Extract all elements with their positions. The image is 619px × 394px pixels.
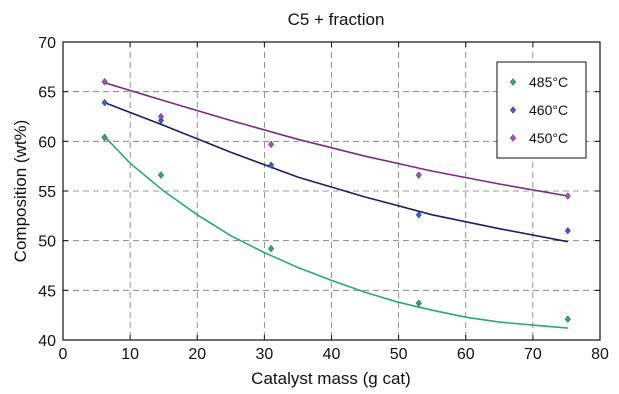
legend-marker: [509, 106, 517, 114]
data-point-450C: [101, 77, 108, 86]
legend-label: 450°C: [529, 130, 568, 146]
data-point-450C: [157, 112, 165, 121]
legend-label: 485°C: [529, 74, 568, 90]
legend: 485°C 460°C 450°C: [496, 61, 587, 159]
x-tick-label: 70: [524, 346, 542, 363]
y-tick-label: 60: [38, 134, 56, 151]
data-point-460C: [564, 226, 571, 235]
y-tick-label: 70: [38, 35, 56, 52]
x-tick-label: 0: [59, 346, 68, 363]
y-axis-title: Composition (wt%): [11, 120, 30, 263]
data-point-485C: [101, 133, 108, 142]
data-point-450C: [564, 192, 571, 200]
x-axis-title: Catalyst mass (g cat): [251, 369, 411, 388]
x-tick-label: 40: [323, 346, 341, 363]
data-point-450C: [268, 140, 275, 149]
data-point-485C: [157, 171, 165, 179]
fit-lines: [104, 81, 568, 329]
fit-line-460C: [104, 101, 568, 243]
x-tick-label: 10: [121, 346, 139, 363]
legend-marker: [509, 78, 517, 86]
data-point-460C: [415, 211, 422, 219]
data-point-460C: [101, 98, 108, 107]
fit-line-450C: [104, 81, 568, 197]
x-tick-label: 20: [188, 346, 206, 363]
data-point-485C: [564, 315, 571, 323]
x-tick-label: 30: [255, 346, 273, 363]
legend-label: 460°C: [529, 102, 568, 118]
axis-ticks: 0 10 20 30 40 50 60 70 80 40 45 50 55 60 65 70: [38, 35, 609, 363]
y-tick-label: 55: [38, 184, 56, 201]
y-tick-label: 50: [38, 234, 56, 251]
fit-line-485C: [104, 135, 568, 329]
data-point-485C: [415, 299, 422, 308]
data-points: [101, 77, 571, 323]
y-tick-label: 45: [38, 283, 56, 300]
y-tick-label: 65: [38, 85, 56, 102]
data-point-485C: [268, 244, 275, 253]
legend-marker: [509, 134, 517, 142]
chart-title: C5 + fraction: [288, 10, 385, 29]
x-tick-label: 60: [457, 346, 475, 363]
data-point-450C: [415, 171, 422, 179]
x-tick-label: 50: [390, 346, 408, 363]
y-tick-label: 40: [38, 333, 56, 350]
data-point-460C: [157, 116, 165, 125]
data-point-460C: [268, 161, 275, 169]
x-tick-label: 80: [591, 346, 609, 363]
